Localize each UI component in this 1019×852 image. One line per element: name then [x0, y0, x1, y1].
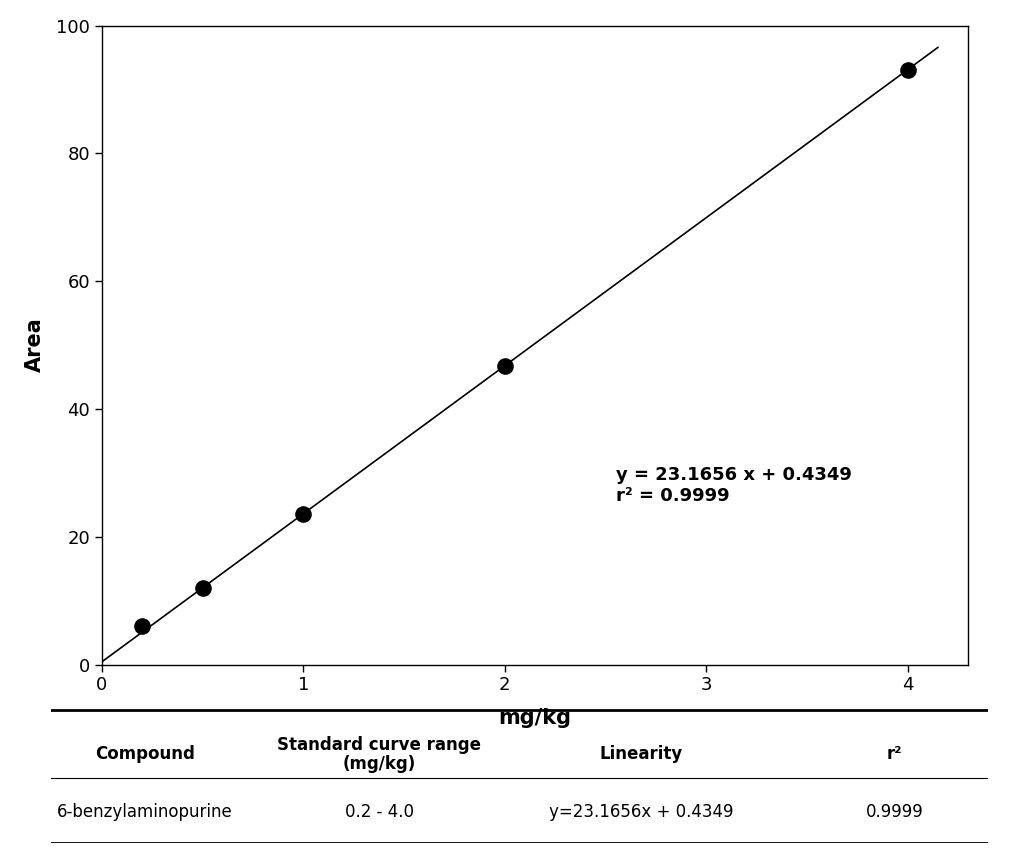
Point	[900, 63, 916, 77]
Text: 0.9999: 0.9999	[866, 803, 923, 820]
X-axis label: mg/kg: mg/kg	[498, 708, 572, 728]
Text: 0.2 - 4.0: 0.2 - 4.0	[344, 803, 414, 820]
Text: 6-benzylaminopurine: 6-benzylaminopurine	[57, 803, 232, 820]
Text: Linearity: Linearity	[600, 746, 683, 763]
Point	[296, 507, 312, 521]
Text: Standard curve range: Standard curve range	[277, 736, 481, 754]
Point	[496, 359, 513, 372]
Text: Compound: Compound	[95, 746, 195, 763]
Text: y=23.1656x + 0.4349: y=23.1656x + 0.4349	[549, 803, 734, 820]
Point	[195, 581, 211, 595]
Y-axis label: Area: Area	[25, 318, 45, 372]
Text: (mg/kg): (mg/kg)	[342, 755, 416, 773]
Text: r²: r²	[887, 746, 903, 763]
Text: y = 23.1656 x + 0.4349
r² = 0.9999: y = 23.1656 x + 0.4349 r² = 0.9999	[615, 466, 852, 505]
Point	[135, 619, 151, 633]
